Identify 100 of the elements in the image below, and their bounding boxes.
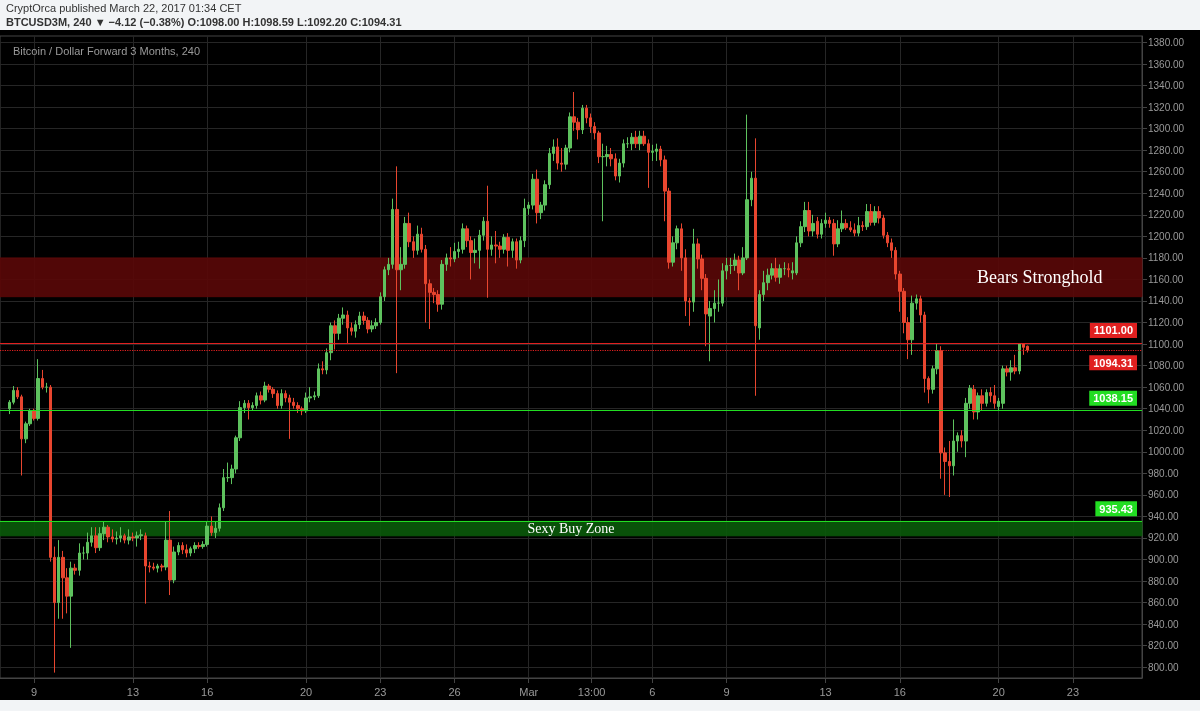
- candlestick: [1018, 342, 1021, 375]
- candlestick: [960, 429, 963, 448]
- candlestick: [259, 390, 263, 405]
- candlestick: [197, 541, 201, 550]
- y-tick-label: 960.00: [1148, 489, 1180, 501]
- candlestick: [193, 541, 197, 554]
- x-tick-label: Mar: [519, 685, 539, 698]
- candlestick: [1001, 365, 1005, 410]
- candlestick: [807, 201, 811, 237]
- candlestick: [651, 144, 654, 162]
- y-tick-label: 1060.00: [1148, 381, 1185, 393]
- candlestick: [490, 235, 493, 257]
- candlestick: [733, 253, 737, 272]
- x-tick-label: 9: [30, 685, 38, 698]
- candlestick: [123, 533, 126, 544]
- x-tick-label: 26: [448, 685, 461, 698]
- candlestick: [506, 232, 510, 268]
- band-label: Sexy Buy Zone: [527, 521, 615, 537]
- y-tick-label: 1280.00: [1148, 144, 1185, 156]
- y-tick-label: 1240.00: [1148, 187, 1185, 199]
- candlestick: [774, 257, 778, 283]
- candlestick: [164, 521, 168, 571]
- candlestick: [461, 222, 465, 255]
- candlestick: [556, 137, 559, 171]
- candlestick: [247, 399, 250, 420]
- candlestick: [601, 143, 605, 222]
- candlestick: [416, 225, 419, 256]
- y-tick-label: 800.00: [1148, 661, 1180, 673]
- candlestick: [395, 165, 399, 374]
- candlestick: [267, 383, 271, 394]
- candlestick: [857, 216, 860, 237]
- ref-line-label: 935.43: [1099, 502, 1133, 515]
- candlestick: [737, 255, 741, 291]
- candlestick: [78, 542, 81, 577]
- y-tick-label: 1160.00: [1148, 273, 1184, 285]
- x-tick-label: 20: [299, 685, 313, 698]
- candlestick: [729, 257, 733, 275]
- candlestick: [144, 532, 147, 605]
- candlestick: [119, 526, 122, 543]
- candlestick: [787, 262, 790, 278]
- candlestick: [634, 130, 638, 149]
- chart-subtitle: BTCUSD3M, 240 ▼ −4.12 (−0.38%) O:1098.00 H:1098.59 L:1092.20 C:1094.31: [6, 15, 403, 29]
- candlestick: [754, 137, 757, 397]
- y-tick-label: 1320.00: [1148, 101, 1185, 113]
- candlestick: [185, 543, 188, 558]
- band-label: Bears Stronghold: [977, 267, 1103, 288]
- x-tick-label: 13: [819, 685, 832, 698]
- candlestick: [94, 526, 98, 554]
- x-tick-label: 13:00: [577, 685, 606, 698]
- candlestick: [980, 388, 984, 412]
- y-tick-label: 820.00: [1148, 640, 1180, 652]
- candlestick: [333, 319, 337, 350]
- candlestick: [1009, 359, 1013, 382]
- y-tick-label: 980.00: [1148, 467, 1180, 479]
- candlestick: [910, 295, 914, 356]
- ref-line-label: 1094.31: [1093, 356, 1133, 369]
- y-tick-label: 1360.00: [1148, 58, 1185, 70]
- candlestick: [515, 238, 518, 270]
- candlestick: [152, 562, 155, 571]
- candlestick: [993, 384, 996, 410]
- y-tick-label: 940.00: [1148, 510, 1180, 522]
- candlestick: [317, 362, 320, 399]
- candlestick: [436, 289, 440, 313]
- candlestick: [972, 384, 976, 420]
- candlestick: [861, 220, 864, 232]
- x-tick-label: 23: [374, 685, 387, 698]
- ref-line-label: 1038.15: [1093, 392, 1133, 405]
- x-tick-label: 9: [723, 685, 730, 698]
- x-tick-label: 16: [201, 685, 214, 698]
- x-tick-label: 6: [649, 685, 656, 698]
- candlestick: [226, 462, 230, 483]
- candlestick: [115, 531, 118, 545]
- candlestick: [73, 563, 77, 576]
- y-tick-label: 1080.00: [1148, 360, 1185, 372]
- y-tick-label: 1040.00: [1148, 403, 1185, 415]
- candlestick: [41, 369, 44, 390]
- candlestick: [288, 394, 291, 440]
- candlestick: [263, 381, 267, 403]
- y-tick-label: 900.00: [1148, 554, 1180, 566]
- candlestick: [869, 203, 873, 227]
- candlestick: [535, 169, 539, 224]
- candlestick: [346, 310, 349, 345]
- y-tick-label: 1000.00: [1148, 446, 1185, 458]
- candlestick: [502, 233, 506, 255]
- candlestick: [32, 408, 36, 422]
- candlestick: [778, 263, 782, 285]
- candlestick: [255, 392, 258, 410]
- candlestick: [453, 242, 456, 263]
- candlestick: [36, 358, 40, 422]
- y-tick-label: 920.00: [1148, 532, 1180, 544]
- candlestick: [98, 526, 102, 552]
- candlestick: [160, 563, 164, 572]
- candlestick: [844, 218, 848, 231]
- candlestick: [181, 541, 184, 555]
- candlestick: [494, 230, 498, 264]
- candlestick: [832, 218, 836, 257]
- candlestick: [449, 246, 452, 268]
- candlestick: [865, 203, 869, 231]
- text: CryptOrca published March 22, 2017 01:34 CET: [6, 1, 243, 15]
- candlestick: [873, 205, 877, 227]
